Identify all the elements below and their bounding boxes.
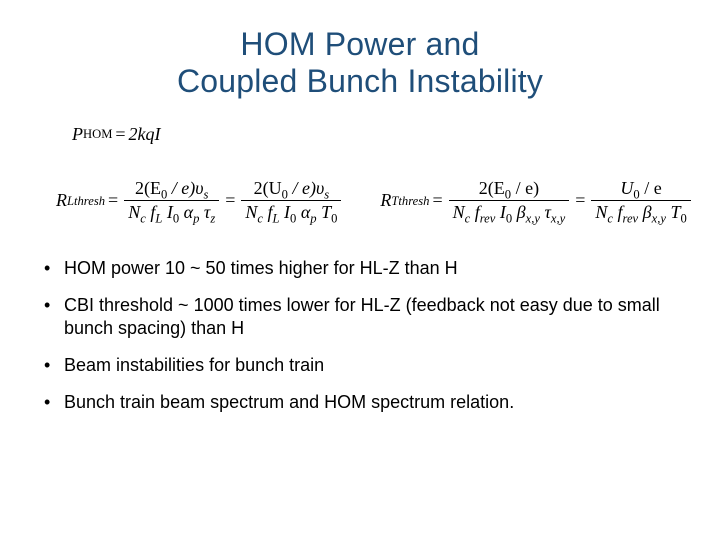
rt-eq2: = bbox=[575, 190, 585, 211]
rl-frac1: 2(E0 / e)υs Nc fL I0 αp τz bbox=[124, 179, 219, 224]
rt-den1-a-sub: c bbox=[465, 212, 471, 226]
rl-num1-a: 2(E bbox=[135, 178, 161, 198]
rl-den2-d-sub: p bbox=[310, 212, 316, 226]
rt-num2-b: / e bbox=[640, 178, 662, 198]
rt-den1-b-sub: rev bbox=[480, 212, 496, 226]
rl-den1-d-sub: p bbox=[193, 212, 199, 226]
rl-den2-e: T bbox=[321, 202, 331, 222]
rl-den2-e-sub: 0 bbox=[331, 212, 337, 226]
phom-lhs-base: P bbox=[72, 124, 83, 145]
bullet-item: Beam instabilities for bunch train bbox=[40, 354, 680, 377]
rt-den1-d-sub: x,y bbox=[526, 212, 540, 226]
rl-den2-a: N bbox=[245, 202, 257, 222]
rl-num2-b: / e)υ bbox=[288, 178, 324, 198]
equation-rl: RLthresh = 2(E0 / e)υs Nc fL I0 αp τz = … bbox=[56, 179, 344, 224]
title-line-2: Coupled Bunch Instability bbox=[177, 63, 543, 99]
rl-num2-a: 2(U bbox=[254, 178, 282, 198]
rl-base: R bbox=[56, 190, 67, 211]
rt-frac1: 2(E0 / e) Nc frev I0 βx,y τx,y bbox=[449, 179, 570, 224]
bullet-item: Bunch train beam spectrum and HOM spectr… bbox=[40, 391, 680, 414]
rl-den1-a-sub: c bbox=[140, 212, 146, 226]
equation-rt: RTthresh = 2(E0 / e) Nc frev I0 βx,y τx,… bbox=[380, 179, 693, 224]
phom-rhs: 2kqI bbox=[129, 124, 161, 145]
rt-den2-c-sub: x,y bbox=[652, 212, 666, 226]
rt-den2-d: T bbox=[670, 202, 680, 222]
rl-num2-b-sub: s bbox=[324, 187, 329, 201]
rl-num1-b-sub: s bbox=[204, 187, 209, 201]
rt-eq1: = bbox=[432, 190, 442, 211]
rl-frac2: 2(U0 / e)υs Nc fL I0 αp T0 bbox=[241, 179, 341, 224]
rt-den1-e-sub: x,y bbox=[551, 212, 565, 226]
rl-den2-c-sub: 0 bbox=[290, 212, 296, 226]
rt-num1-a: 2(E bbox=[479, 178, 505, 198]
rl-den1-b-sub: L bbox=[155, 212, 162, 226]
rt-den2-d-sub: 0 bbox=[680, 212, 686, 226]
rt-den1-a: N bbox=[453, 202, 465, 222]
rt-base: R bbox=[380, 190, 391, 211]
rt-frac2: U0 / e Nc frev βx,y T0 bbox=[591, 179, 690, 224]
rt-num1-b: / e) bbox=[511, 178, 539, 198]
rt-den2-a-sub: c bbox=[607, 212, 613, 226]
rt-den1-d: β bbox=[517, 202, 526, 222]
rl-den2-d: α bbox=[301, 202, 310, 222]
rl-eq2: = bbox=[225, 190, 235, 211]
equation-phom: PHOM = 2kqI bbox=[72, 124, 680, 145]
slide: HOM Power and Coupled Bunch Instability … bbox=[0, 0, 720, 540]
phom-eq: = bbox=[115, 124, 125, 145]
rt-den2-c: β bbox=[643, 202, 652, 222]
rl-den1-e-sub: z bbox=[210, 212, 215, 226]
rl-den1-c-sub: 0 bbox=[173, 212, 179, 226]
bullet-item: CBI threshold ~ 1000 times lower for HL-… bbox=[40, 294, 680, 340]
bullet-list: HOM power 10 ~ 50 times higher for HL-Z … bbox=[40, 257, 680, 414]
equation-thresholds-row: RLthresh = 2(E0 / e)υs Nc fL I0 αp τz = … bbox=[56, 179, 680, 224]
rl-eq1: = bbox=[108, 190, 118, 211]
rl-den2-a-sub: c bbox=[257, 212, 263, 226]
slide-title: HOM Power and Coupled Bunch Instability bbox=[40, 26, 680, 100]
bullet-item: HOM power 10 ~ 50 times higher for HL-Z … bbox=[40, 257, 680, 280]
rt-num2-a: U bbox=[620, 178, 633, 198]
rl-den2-b-sub: L bbox=[273, 212, 280, 226]
rl-den1-a: N bbox=[128, 202, 140, 222]
rt-den2-a: N bbox=[595, 202, 607, 222]
rl-den1-d: α bbox=[184, 202, 193, 222]
title-line-1: HOM Power and bbox=[240, 26, 479, 62]
rt-den1-c-sub: 0 bbox=[506, 212, 512, 226]
rt-den2-b-sub: rev bbox=[623, 212, 639, 226]
rl-num1-b: / e)υ bbox=[167, 178, 203, 198]
